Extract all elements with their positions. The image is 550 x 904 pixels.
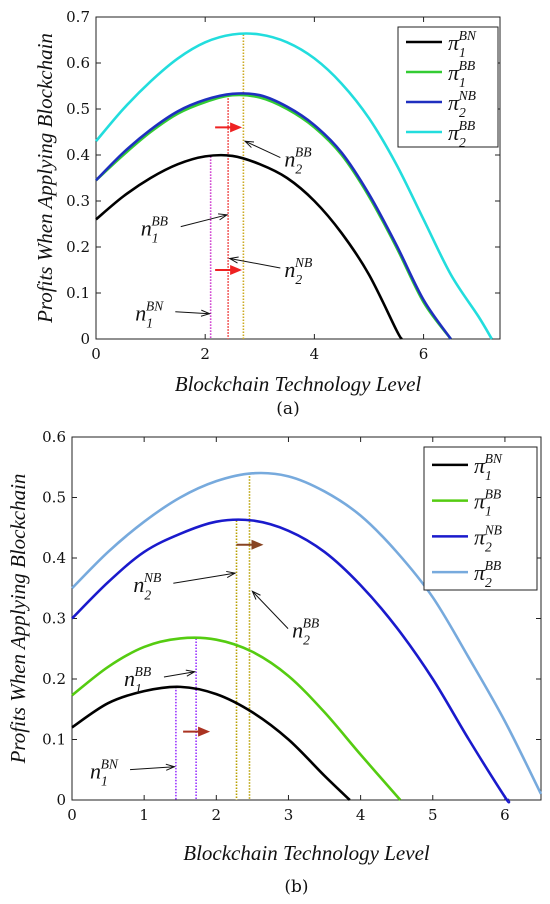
x-tick-label: 3 [284,806,294,824]
series-line-π2NB [71,518,511,804]
annotation-label: n2BB [292,615,320,647]
series-line-π2NB [95,92,452,340]
y-tick-label: 0.1 [66,284,90,302]
y-tick-label: 0.5 [66,100,90,118]
shift-arrow-head [230,265,243,275]
y-tick-label: 0 [80,330,90,348]
series-line-π2BB [95,32,493,340]
annotation-arrowhead [228,256,239,264]
legend-entry-π2BB: π2BB [448,118,476,150]
annotation-pointer [175,311,210,315]
y-axis-label: Profits When Applying Blockchain [33,33,57,324]
x-tick-label: 2 [212,806,222,824]
shift-arrow-head [198,726,211,737]
series-line-π1BN [95,153,403,340]
annotation-arrowhead [218,213,229,221]
annotation-pointer [180,214,228,228]
legend-entry-π1BB: π1BB [474,487,502,519]
y-tick-label: 0.1 [42,731,66,749]
legend-entry-π1BN: π1BN [448,28,477,60]
x-tick-label: 4 [310,345,320,363]
y-axis-label: Profits When Applying Blockchain [6,474,30,765]
shift-arrow-head [230,122,243,133]
x-tick-label: 0 [67,806,77,824]
panel-a: 0 0.1 0.2 0.3 0.4 0.5 0.6 0.7 0 2 4 6 n1BN n1BB n2NB n2… [33,8,501,419]
legend-box [423,446,538,591]
annotation-label: n2NB [133,570,162,602]
annotation-pointer [252,590,289,629]
y-tick-label: 0.4 [66,146,90,164]
y-tick-label: 0 [56,791,66,809]
annotation-pointer [163,671,195,678]
panel-b: 0 0.1 0.2 0.3 0.4 0.5 0.6 0 1 2 3 4 5 6 n1BN n1BB n2NB n2… [6,428,543,897]
annotation-label: n2NB [284,255,313,287]
x-axis-label: Blockchain Technology Level [175,372,422,396]
x-tick-label: 6 [419,345,429,363]
y-tick-label: 0.6 [42,428,66,446]
y-tick-label: 0.6 [66,54,90,72]
shift-arrow-head [251,539,264,550]
annotation-pointer [229,258,281,269]
legend-entry-π2NB: π2NB [474,522,503,554]
y-tick-label: 0.5 [42,489,66,507]
annotation-label: n1BB [124,664,152,696]
annotation-label: n1BN [90,756,119,788]
y-tick-label: 0.3 [66,192,90,210]
x-tick-label: 4 [356,806,366,824]
annotation-pointer [130,766,175,771]
annotation-arrowhead [243,140,255,148]
legend-box [397,26,499,148]
y-tick-label: 0.3 [42,610,66,628]
x-axis-label: Blockchain Technology Level [183,841,430,865]
legend-entry-π2NB: π2NB [448,88,477,120]
legend-entry-π2BB: π2BB [474,558,502,590]
legend-entry-π1BN: π1BN [474,451,503,483]
y-tick-label: 0.7 [66,8,90,26]
annotation-label: n1BN [135,299,164,331]
x-tick-label: 6 [500,806,510,824]
y-tick-label: 0.2 [66,238,90,256]
series-line-π2BB [71,471,543,795]
x-tick-label: 1 [139,806,149,824]
annotation-arrowhead [185,669,197,677]
panel-caption: (b) [284,877,308,897]
x-tick-label: 5 [428,806,438,824]
plot-frame [95,16,501,340]
annotation-pointer [173,572,236,584]
panel-caption: (a) [276,399,299,419]
annotation-pointer [244,140,281,159]
legend-entry-π1BB: π1BB [448,58,476,90]
x-tick-label: 0 [91,345,101,363]
annotation-arrowhead [165,763,176,771]
series-line-π1BN [71,685,351,801]
y-tick-label: 0.2 [42,670,66,688]
annotation-label: n1BB [141,213,169,245]
annotation-arrowhead [200,309,212,317]
annotation-arrowhead [251,590,261,600]
annotation-label: n2BB [284,144,312,176]
annotation-arrowhead [226,570,237,578]
series-line-π1BB [71,636,402,801]
y-tick-label: 0.4 [42,549,66,567]
x-tick-label: 2 [200,345,210,363]
